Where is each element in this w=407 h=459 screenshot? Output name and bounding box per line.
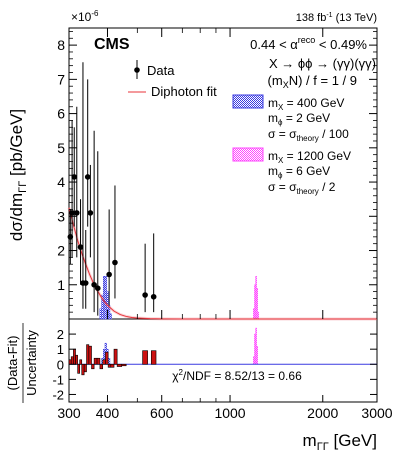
- ratio-residual-bar: [75, 354, 78, 365]
- legend-signal-1200-line1: mX = 1200 GeV: [268, 149, 351, 165]
- ratio-residual-bar: [116, 363, 123, 367]
- data-point: [94, 285, 101, 291]
- legend-signal-400: mX = 400 GeV mϕ = 2 GeV σ = σtheory / 10…: [232, 94, 349, 143]
- ratio-residual-bar: [77, 363, 81, 374]
- luminosity-label: 138 fb-1 (13 TeV): [296, 12, 377, 24]
- ratio-residual-bar: [142, 350, 148, 365]
- y-axis-title: dσ/dmΓΓ [pb/GeV]: [7, 109, 29, 241]
- mass-ratio-label: (mXN) / f = 1 / 9: [268, 73, 357, 90]
- x-tick-label: 600: [150, 405, 174, 421]
- ratio-residual-bar: [81, 363, 85, 376]
- process-label: X → ϕϕ → (γγ)(γγ): [269, 56, 376, 71]
- y-tick-label: 5: [57, 140, 65, 156]
- ratio-tick-label: 1: [57, 342, 64, 357]
- y-tick-label: 6: [57, 106, 65, 122]
- ratio-residual-bar: [113, 348, 118, 365]
- legend-signal-400-swatch: [232, 94, 264, 109]
- ratio-residual-bar: [70, 356, 74, 365]
- y-tick-label: 3: [57, 208, 65, 224]
- data-point: [82, 280, 89, 286]
- fit-curve: [68, 207, 377, 320]
- ratio-residual-bar: [110, 363, 115, 368]
- category-label: 0.44 < αreco < 0.49%: [250, 35, 367, 52]
- signal-400-bin: [103, 276, 106, 320]
- ratio-residual-bar: [107, 363, 112, 368]
- ratio-residual-bar: [91, 363, 95, 370]
- legend: Data Diphoton fit: [128, 60, 217, 99]
- legend-signal-400-line3: σ = σtheory / 100: [268, 127, 349, 143]
- cms-label: CMS: [94, 36, 130, 53]
- x-axis-title: mΓΓ [GeV]: [303, 431, 377, 453]
- ratio-residual-bar: [105, 351, 109, 365]
- x-tick-label: 300: [57, 405, 81, 421]
- ratio-residual-bar: [83, 363, 87, 373]
- ratio-tick-label: -1: [52, 372, 64, 387]
- ratio-y-title-top: (Data-Fit): [5, 336, 20, 391]
- y-tick-label: 2: [57, 243, 65, 259]
- ratio-residual-bar: [88, 345, 92, 365]
- y-tick-label: 8: [57, 37, 65, 53]
- legend-signal-400-line1: mX = 400 GeV: [268, 96, 344, 112]
- ratio-residual-bar: [96, 357, 101, 365]
- legend-signal-1200-line3: σ = σtheory / 2: [268, 180, 336, 196]
- y-tick-label: 7: [57, 71, 65, 87]
- ratio-residual-bar: [86, 344, 90, 365]
- legend-signal-400-line2: mϕ = 2 GeV: [268, 111, 330, 127]
- data-point: [150, 293, 157, 300]
- data-point: [84, 174, 91, 180]
- data-point: [142, 292, 148, 298]
- y-exponent: ×10-6: [71, 9, 99, 24]
- ratio-signal-1200-bin: [256, 345, 258, 365]
- data-point: [106, 271, 112, 278]
- ratio-residual-bar: [79, 359, 83, 365]
- x-tick-label: 2000: [307, 405, 338, 421]
- ratio-layer: [68, 344, 377, 376]
- data-point: [77, 244, 84, 250]
- x-tick-label: 3000: [361, 405, 392, 421]
- signal-400-bin: [99, 308, 102, 320]
- data-point: [69, 210, 75, 216]
- legend-signal-1200-line2: mϕ = 6 GeV: [268, 164, 330, 180]
- ratio-residual-bar: [93, 357, 98, 365]
- ratio-residual-bar: [68, 359, 72, 365]
- ratio-tick-label: -2: [52, 387, 64, 402]
- ratio-y-title-bottom: Uncertainty: [24, 330, 39, 396]
- legend-fit-label: Diphoton fit: [151, 84, 217, 99]
- ratio-signal-400-bin: [108, 358, 111, 365]
- ratio-tick-label: 0: [57, 357, 64, 372]
- signal-400-bin: [109, 313, 112, 320]
- ratio-residual-bar: [99, 363, 104, 370]
- data-point: [87, 210, 94, 216]
- fit-band: [67, 207, 377, 321]
- data-point: [91, 281, 97, 288]
- legend-signal-1200: mX = 1200 GeV mϕ = 6 GeV σ = σtheory / 2: [232, 147, 351, 196]
- data-point: [73, 210, 80, 216]
- fit-curve-layer: [67, 207, 377, 321]
- ratio-residual-bar: [102, 359, 106, 365]
- y-tick-label: 4: [57, 174, 65, 190]
- ratio-tick-label: 2: [57, 327, 64, 342]
- data-point: [112, 259, 118, 266]
- chi2-label: χ2/NDF = 8.52/13 = 0.66: [172, 368, 302, 383]
- legend-data-label: Data: [147, 63, 175, 78]
- x-tick-label: 400: [96, 405, 120, 421]
- x-tick-label: 1000: [214, 405, 245, 421]
- ratio-residual-bar: [121, 363, 127, 367]
- ratio-residual-bar: [150, 350, 157, 365]
- y-tick-label: 1: [57, 277, 65, 293]
- legend-signal-1200-swatch: [232, 147, 264, 162]
- legend-data-marker: [134, 67, 140, 73]
- signal-400-bin: [104, 276, 107, 320]
- ratio-residual-bar: [73, 348, 76, 365]
